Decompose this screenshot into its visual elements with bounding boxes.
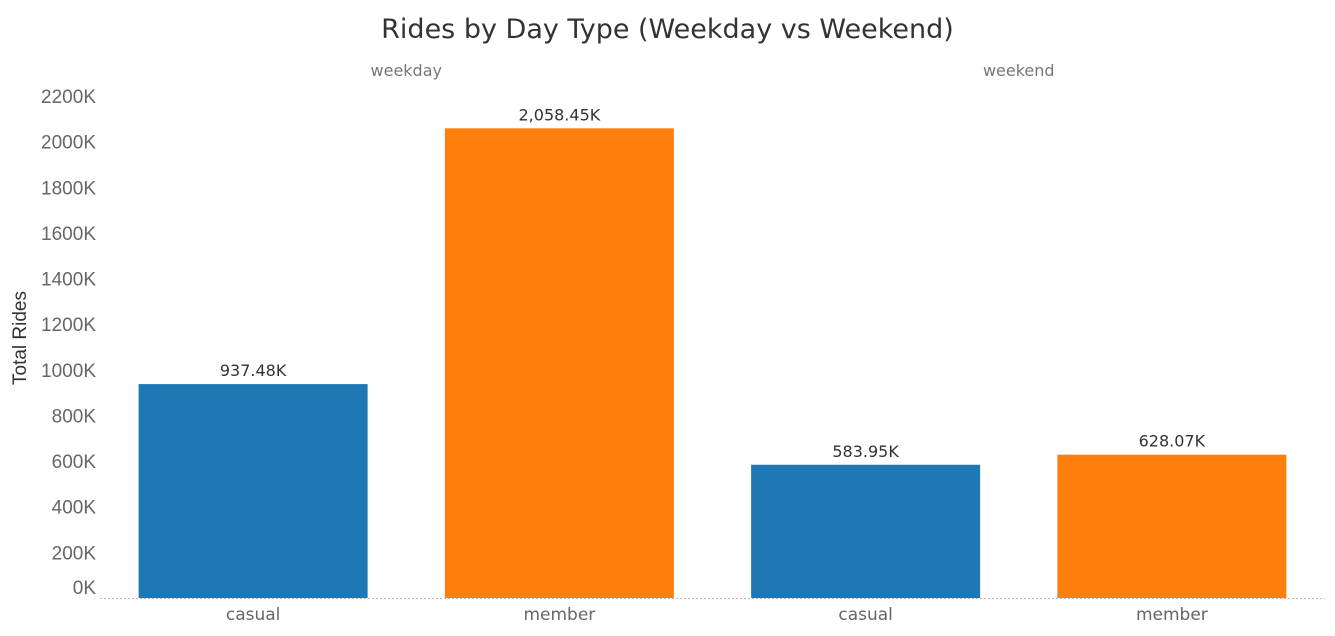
y-tick-label: 1200K <box>41 315 96 336</box>
chart-title: Rides by Day Type (Weekday vs Weekend) <box>381 14 954 45</box>
bar <box>138 384 368 598</box>
y-tick-label: 1600K <box>41 224 96 245</box>
y-tick-label: 400K <box>52 498 97 519</box>
y-tick-label: 600K <box>52 452 97 473</box>
y-tick-label: 800K <box>52 406 97 427</box>
y-axis-title: Total Rides <box>10 291 31 385</box>
x-tick-label: casual <box>838 605 893 625</box>
y-tick-label: 1400K <box>41 270 96 291</box>
data-label: 2,058.45K <box>519 105 601 124</box>
panel-label: weekday <box>371 61 442 80</box>
data-label: 937.48K <box>220 361 287 380</box>
bar <box>1057 454 1287 598</box>
x-tick-label: member <box>1136 605 1208 625</box>
bar <box>751 464 981 598</box>
y-tick-label: 1000K <box>41 361 96 382</box>
panel-label: weekend <box>983 61 1055 80</box>
y-tick-label: 1800K <box>41 178 96 199</box>
data-label: 628.07K <box>1139 432 1206 451</box>
x-tick-label: member <box>523 605 595 625</box>
y-tick-label: 2000K <box>41 133 96 154</box>
y-tick-label: 0K <box>73 578 97 599</box>
bar <box>444 128 674 598</box>
x-tick-label: casual <box>226 605 281 625</box>
y-tick-label: 200K <box>52 543 97 564</box>
data-label: 583.95K <box>832 442 899 461</box>
y-tick-label: 2200K <box>41 87 96 108</box>
